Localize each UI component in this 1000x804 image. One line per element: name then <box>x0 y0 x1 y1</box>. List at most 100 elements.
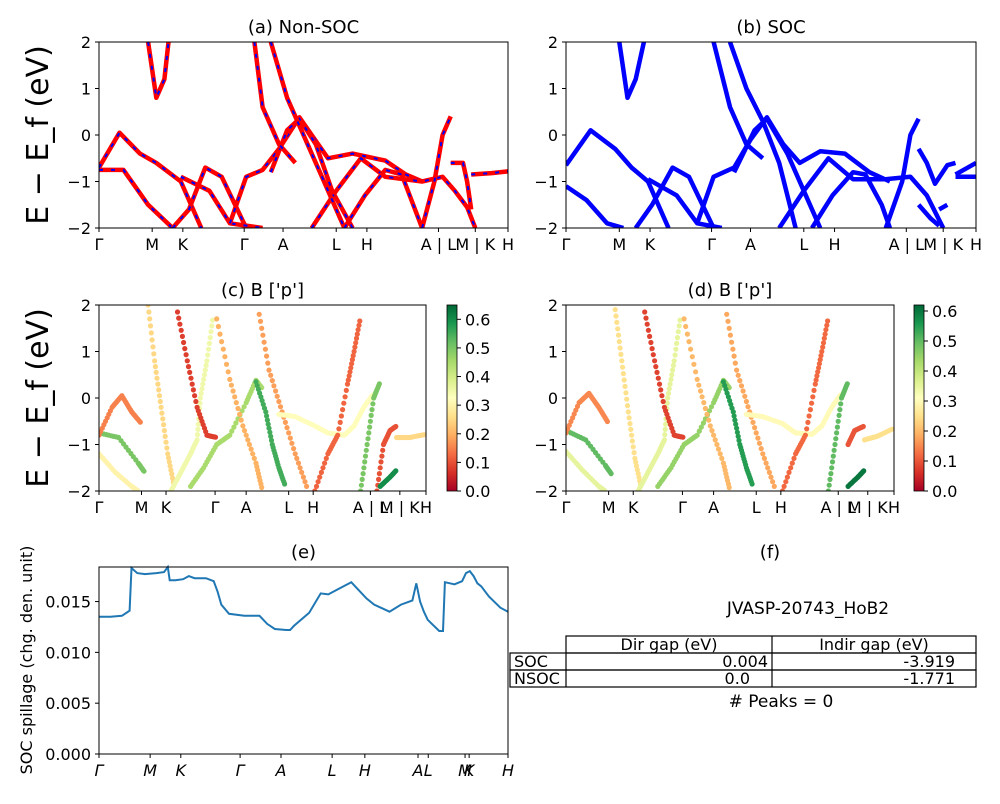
projected-point <box>302 479 308 485</box>
projected-point <box>204 358 210 364</box>
projected-point <box>661 437 668 443</box>
x-tick-label: L <box>799 235 808 254</box>
projected-point <box>190 387 196 393</box>
projected-point <box>268 437 275 443</box>
x-tick-label: K <box>628 498 639 517</box>
peaks-footer: # Peaks = 0 <box>729 692 834 712</box>
projected-point <box>737 378 743 384</box>
projected-point <box>264 413 270 419</box>
table-row-soc-label: SOC <box>514 652 548 671</box>
projected-point <box>205 346 212 352</box>
projected-point <box>733 421 739 427</box>
x-tick-label: H <box>829 235 841 254</box>
band-line-nonsoc-dash <box>99 168 174 228</box>
y-tick-label: 0 <box>81 126 91 145</box>
projected-point <box>358 482 364 488</box>
projected-point <box>662 432 668 438</box>
projected-point <box>282 481 288 487</box>
projected-point <box>675 329 681 335</box>
band-line-soc <box>566 128 671 228</box>
x-tick-label: Γ <box>236 761 246 780</box>
band-lines <box>99 42 508 228</box>
colorbar-tick-label: 0.2 <box>465 425 490 444</box>
band-line-soc <box>646 177 723 228</box>
projected-point <box>731 413 737 419</box>
projected-point <box>608 471 614 477</box>
projected-point <box>187 369 193 375</box>
projected-point <box>225 369 231 375</box>
projected-point <box>758 446 764 452</box>
projected-point <box>731 353 737 359</box>
x-tick-label: H <box>502 761 514 780</box>
projected-point <box>830 453 836 459</box>
projected-point <box>822 331 828 337</box>
projected-point <box>317 474 323 480</box>
projected-point <box>318 469 324 475</box>
projected-point <box>350 353 356 359</box>
x-tick-label: A <box>275 761 287 780</box>
projected-point <box>813 377 819 383</box>
x-tick-label: L <box>328 761 337 780</box>
projected-point <box>818 353 824 359</box>
projected-point <box>663 421 669 427</box>
x-tick-label: M <box>458 761 472 780</box>
y-tick-label: −1 <box>534 173 558 192</box>
x-tick-label: M <box>145 235 159 254</box>
band-line-soc <box>566 184 625 228</box>
projected-point <box>322 460 328 466</box>
projected-point <box>826 482 832 488</box>
projected-point <box>241 404 247 410</box>
projected-point <box>734 367 740 373</box>
projected-point <box>251 455 257 461</box>
projected-point <box>361 465 367 471</box>
x-tick-label: A | L <box>421 235 457 254</box>
colorbar-tick-label: 0.2 <box>932 422 957 441</box>
band-line-nonsoc <box>145 42 171 101</box>
projected-point <box>154 375 160 381</box>
x-tick-label: M | K <box>848 498 888 517</box>
projected-point <box>157 398 163 405</box>
projected-point <box>320 465 326 471</box>
projected-point <box>353 340 359 346</box>
band-line-nonsoc <box>450 160 474 210</box>
table-row-nsoc-label: NSOC <box>514 669 560 688</box>
projected-point <box>241 428 248 434</box>
projected-point <box>341 400 347 406</box>
projected-point <box>738 383 745 389</box>
table-row-soc-indir: -3.919 <box>903 652 955 671</box>
x-tick-label: K <box>464 761 476 780</box>
projected-point <box>344 381 351 387</box>
colorbar-tick-label: 0.0 <box>465 482 490 501</box>
x-tick-label: Γ <box>211 498 220 517</box>
projected-point <box>681 316 687 322</box>
colorbar-tick-label: 0.3 <box>465 396 490 415</box>
projected-point <box>233 420 239 426</box>
projected-point <box>240 423 246 429</box>
projected-point <box>346 373 352 379</box>
projected-point <box>194 437 200 443</box>
projected-point <box>729 339 735 345</box>
projected-point <box>338 413 344 419</box>
projected-point <box>807 407 814 413</box>
projected-point <box>362 453 369 459</box>
x-tick-label: M | K <box>380 498 420 517</box>
projected-point <box>238 417 244 423</box>
projected-point <box>662 426 668 432</box>
projected-point <box>335 432 341 438</box>
colorbar-tick-label: 0.3 <box>932 392 957 411</box>
projected-point <box>159 410 165 416</box>
projected-point <box>619 358 625 364</box>
projected-point <box>719 455 725 461</box>
x-tick-label: L <box>424 761 433 780</box>
projected-point <box>354 331 360 337</box>
projected-point <box>228 382 234 388</box>
x-tick-label: H <box>970 235 982 254</box>
projected-point <box>711 432 717 438</box>
projected-point <box>670 362 677 368</box>
projected-point <box>215 323 221 330</box>
projected-point <box>788 465 794 471</box>
projected-point <box>625 409 631 415</box>
projected-point <box>732 360 738 366</box>
projected-point <box>644 321 650 327</box>
projected-point <box>323 455 329 461</box>
